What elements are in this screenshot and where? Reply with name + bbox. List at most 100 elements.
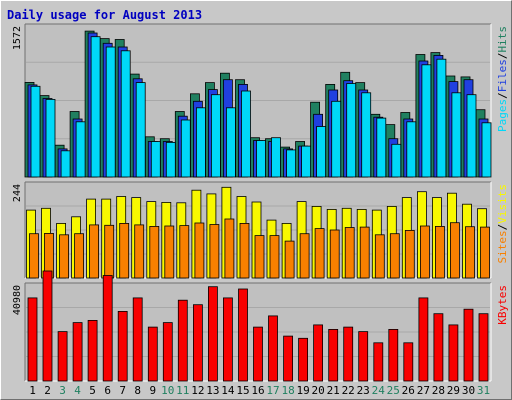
bar-sites-day-10 [164, 225, 175, 279]
bar-kbytes-day-20 [313, 324, 324, 382]
bar-kbytes-day-19 [298, 337, 309, 382]
x-tick-label: 5 [89, 384, 96, 397]
legend-text: Pages/Files/Hits [496, 26, 509, 132]
bar-pages-day-15 [241, 90, 251, 178]
x-tick-label: 24 [372, 384, 386, 397]
bar-pages-day-22 [346, 83, 357, 178]
bar-sites-day-18 [284, 240, 295, 279]
bar-pages-day-21 [331, 100, 342, 178]
x-tick-label: 9 [149, 384, 156, 397]
x-tick-label: 26 [402, 384, 415, 397]
bar-pages-day-6 [105, 46, 116, 178]
bar-kbytes-day-30 [463, 308, 474, 382]
bar-sites-day-9 [149, 225, 160, 279]
bar-kbytes-day-2 [42, 270, 53, 382]
bar-kbytes-day-3 [57, 331, 68, 382]
bar-pages-day-13 [210, 94, 221, 178]
legend-entry: / [496, 53, 509, 60]
x-tick-label: 25 [387, 384, 400, 397]
bar-sites-day-20 [314, 228, 325, 279]
series-sites [29, 218, 490, 279]
x-tick-label: 27 [417, 384, 430, 397]
bar-kbytes-day-18 [283, 335, 294, 382]
legend-entry: Sites [496, 230, 509, 263]
bar-pages-day-24 [376, 117, 387, 178]
legend: Sites/Visits [496, 184, 509, 264]
bar-sites-day-27 [419, 225, 430, 279]
x-tick-label: 14 [221, 384, 235, 397]
bar-pages-day-12 [195, 107, 206, 178]
x-tick-label: 29 [447, 384, 460, 397]
x-tick-label: 17 [266, 384, 279, 397]
bar-pages-day-11 [180, 119, 191, 178]
bar-kbytes-day-25 [388, 328, 399, 382]
legend-entry: / [496, 224, 509, 231]
x-tick-label: 1 [29, 384, 36, 397]
bar-sites-day-5 [89, 224, 99, 279]
bar-sites-day-24 [374, 234, 385, 279]
y-max-label: 1572 [12, 26, 23, 50]
bar-kbytes-day-9 [147, 326, 158, 382]
x-tick-label: 20 [311, 384, 324, 397]
legend-entry: KBytes [496, 285, 509, 325]
panel-2: 244 Sites/Visits [12, 181, 509, 279]
legend-text: KBytes [496, 285, 509, 325]
series-kbytes [27, 270, 489, 382]
bar-pages-day-7 [120, 50, 131, 178]
bar-sites-day-4 [74, 233, 84, 279]
x-tick-label: 18 [281, 384, 294, 397]
x-tick-label: 3 [59, 384, 66, 397]
bar-sites-day-7 [119, 222, 130, 279]
bar-sites-day-29 [449, 222, 460, 279]
legend-entry: Visits [496, 184, 509, 224]
bar-kbytes-day-27 [418, 297, 429, 382]
bar-pages-day-18 [286, 149, 297, 178]
bar-pages-day-4 [75, 121, 86, 178]
legend-entry: Files [496, 59, 509, 92]
bar-pages-day-30 [466, 94, 477, 178]
x-tick-label: 16 [251, 384, 264, 397]
x-tick-label: 28 [432, 384, 445, 397]
y-max-label: 40980 [12, 285, 23, 315]
bar-pages-day-29 [451, 92, 462, 178]
bar-pages-day-23 [361, 92, 372, 178]
bar-kbytes-day-13 [207, 286, 218, 382]
bar-kbytes-day-4 [72, 322, 83, 382]
legend: KBytes [496, 285, 509, 325]
legend-text: Sites/Visits [496, 184, 509, 264]
bar-pages-day-8 [135, 82, 146, 178]
bar-kbytes-day-26 [403, 342, 414, 382]
x-tick-label: 12 [191, 384, 204, 397]
x-tick-label: 31 [477, 384, 490, 397]
bar-kbytes-day-6 [102, 275, 113, 382]
bar-kbytes-day-14 [222, 297, 233, 382]
bar-kbytes-day-5 [87, 319, 98, 382]
series-pages [30, 36, 492, 178]
legend-entry: Hits [496, 26, 509, 53]
x-tick-label: 10 [161, 384, 174, 397]
bar-pages-day-17 [271, 137, 281, 178]
bar-pages-day-2 [45, 99, 56, 178]
x-tick-label: 22 [342, 384, 355, 397]
x-tick-label: 2 [44, 384, 51, 397]
bar-kbytes-day-29 [448, 324, 459, 382]
bar-kbytes-day-11 [177, 299, 188, 382]
bar-kbytes-day-21 [328, 328, 339, 382]
bar-pages-day-26 [406, 121, 417, 178]
bar-pages-day-14 [225, 107, 236, 178]
x-tick-label: 23 [357, 384, 370, 397]
bar-sites-day-17 [269, 235, 280, 279]
bar-sites-day-8 [134, 224, 145, 279]
bar-pages-day-1 [30, 85, 41, 178]
x-tick-label: 4 [74, 384, 81, 397]
bar-sites-day-6 [104, 224, 115, 279]
bar-sites-day-16 [254, 235, 265, 279]
bar-sites-day-11 [179, 225, 190, 279]
panel-1: 1572 Pages/Files/Hits [12, 23, 509, 178]
x-tick-label: 6 [104, 384, 111, 397]
x-tick-label: 7 [119, 384, 126, 397]
bar-pages-day-19 [301, 145, 312, 178]
x-tick-label: 8 [134, 384, 141, 397]
bar-pages-day-20 [316, 126, 327, 178]
